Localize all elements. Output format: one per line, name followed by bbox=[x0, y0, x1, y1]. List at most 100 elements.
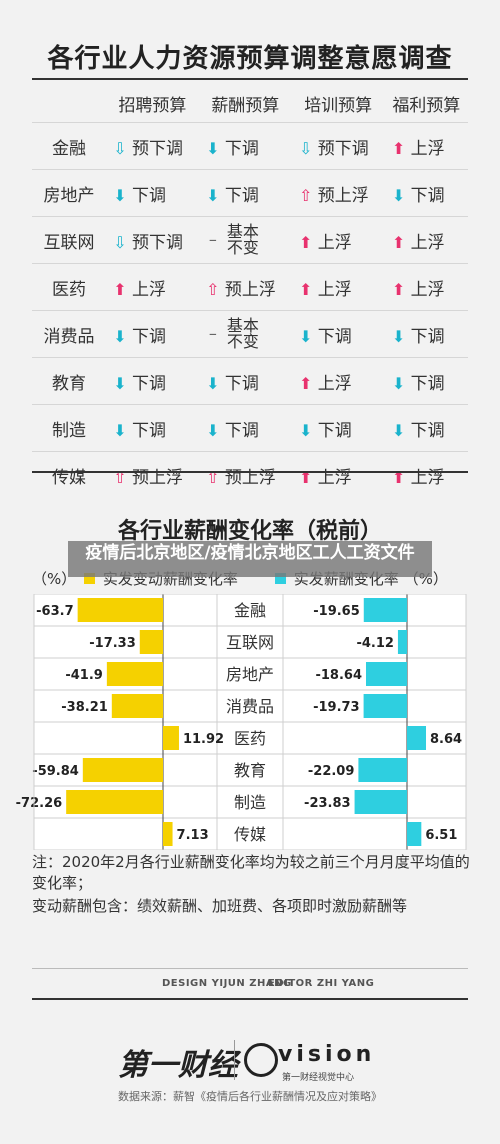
table-cell: ⬆ 上浮 bbox=[106, 263, 199, 311]
bar-right bbox=[397, 630, 407, 654]
table-cell: ⇧ 预上浮 bbox=[198, 451, 292, 498]
arrow-up-icon: ⬆ bbox=[391, 232, 406, 252]
vision-circle-icon bbox=[244, 1043, 278, 1077]
yicai-logo: 第一财经 bbox=[118, 1048, 238, 1083]
bar-left bbox=[66, 790, 163, 814]
dash-icon: – bbox=[208, 230, 217, 249]
bar-left-label: -41.9 bbox=[65, 668, 102, 683]
bar-left-label: -63.7 bbox=[36, 604, 73, 619]
header-recruit: 招聘预算 bbox=[118, 95, 187, 116]
arrow-down-icon: ⬇ bbox=[206, 373, 220, 393]
cell-text: 下调 bbox=[224, 138, 259, 159]
arrow-up-icon: ⬆ bbox=[299, 232, 313, 252]
cell-text: 下调 bbox=[132, 420, 166, 441]
credit-editor: EDITOR ZHI YANG bbox=[268, 978, 375, 989]
category-label: 互联网 bbox=[226, 633, 274, 652]
arrow-down-icon: ⬇ bbox=[391, 185, 406, 205]
bar-right bbox=[407, 726, 427, 750]
table-cell: ⬆ 上浮 bbox=[384, 451, 468, 498]
cell-text: 上浮 bbox=[317, 279, 352, 300]
bar-right-label: -18.64 bbox=[315, 668, 362, 683]
vision-logo: vision bbox=[278, 1042, 376, 1067]
table-cell: ⬆ 上浮 bbox=[384, 122, 468, 170]
bar-left bbox=[139, 630, 163, 654]
cell-text: 下调 bbox=[132, 373, 166, 394]
category-label: 传媒 bbox=[234, 825, 266, 844]
bar-right-label: -23.83 bbox=[304, 796, 351, 811]
cell-text: 下调 bbox=[410, 326, 445, 347]
cell-text: 下调 bbox=[410, 373, 445, 394]
logo-divider bbox=[234, 1040, 235, 1080]
table-cell: ⬇ 下调 bbox=[291, 310, 385, 358]
table-cell: ⬇ 下调 bbox=[384, 169, 468, 217]
category-label: 消费品 bbox=[226, 697, 274, 716]
category-label: 医药 bbox=[234, 729, 266, 748]
table-cell: ⬇ 下调 bbox=[384, 310, 468, 358]
survey-title: 各行业人力资源预算调整意愿调查 bbox=[47, 44, 453, 74]
data-source: 数据来源：薪智《疫情后各行业薪酬情况及应对策略》 bbox=[118, 1090, 382, 1103]
table-cell: ⬇ 下调 bbox=[198, 404, 292, 452]
table-cell: ⬆ 上浮 bbox=[291, 216, 385, 264]
bar-right-label: -22.09 bbox=[308, 764, 355, 779]
industry-label: 消费品 bbox=[32, 310, 106, 358]
bar-right-label: -4.12 bbox=[356, 636, 393, 651]
bar-left-label: -72.26 bbox=[16, 796, 63, 811]
table-cell: ⬆ 上浮 bbox=[384, 263, 468, 311]
arrow-down-icon: ⬇ bbox=[391, 373, 406, 393]
table-cell: ⇧ 预上浮 bbox=[106, 451, 199, 498]
table-cell: ⬇ 下调 bbox=[198, 122, 292, 170]
arrow-up-icon: ⬆ bbox=[113, 279, 127, 299]
table-cell: ⇩ 预下调 bbox=[291, 122, 385, 170]
chart-title: 各行业薪酬变化率（税前） bbox=[117, 519, 382, 544]
table-cell: ⬆ 上浮 bbox=[291, 263, 385, 311]
bar-right bbox=[354, 790, 407, 814]
cell-text: 上浮 bbox=[410, 138, 445, 159]
table-cell: ⬇ 下调 bbox=[106, 169, 199, 217]
arrow-down-outline-icon: ⇩ bbox=[113, 232, 127, 252]
credit-design: DESIGN YIJUN ZHANG bbox=[162, 978, 292, 989]
arrow-down-icon: ⬇ bbox=[113, 373, 127, 393]
bar-left-label: -38.21 bbox=[61, 700, 108, 715]
cell-text: 下调 bbox=[410, 420, 445, 441]
cell-text: 预下调 bbox=[132, 232, 183, 253]
table-cell: ⬇ 下调 bbox=[106, 357, 199, 405]
industry-label: 医药 bbox=[32, 263, 106, 311]
arrow-down-icon: ⬇ bbox=[113, 420, 127, 440]
table-cell: ⬆ 上浮 bbox=[384, 216, 468, 264]
bar-right bbox=[358, 758, 407, 782]
chart-frame bbox=[33, 594, 467, 850]
bar-left-label: 11.92 bbox=[183, 732, 224, 747]
table-cell: ⬇ 下调 bbox=[198, 169, 292, 217]
table-row: 医药 ⬆ 上浮 ⇧ 预上浮 ⬆ 上浮 ⬆ 上浮 bbox=[32, 263, 468, 311]
table-cell: ⇧ 预上浮 bbox=[198, 263, 292, 311]
bar-right bbox=[363, 694, 407, 718]
header-salary: 薪酬预算 bbox=[211, 95, 280, 116]
arrow-up-outline-icon: ⇧ bbox=[299, 185, 313, 205]
cell-text: 预上浮 bbox=[317, 185, 369, 206]
bar-right-label: 6.51 bbox=[425, 828, 457, 843]
arrow-down-icon: ⬇ bbox=[391, 326, 406, 346]
cell-text: 下调 bbox=[132, 185, 166, 206]
arrow-down-icon: ⬇ bbox=[206, 185, 220, 205]
header-training: 培训预算 bbox=[304, 95, 373, 116]
cell-text: 下调 bbox=[224, 373, 259, 394]
bar-chart: -63.7 -19.65 金融 -17.33 -4.12 互联网 -41.9 -18.64 房地… bbox=[16, 594, 467, 850]
cell-text: 预下调 bbox=[132, 138, 183, 159]
category-label: 教育 bbox=[234, 761, 266, 780]
bar-right bbox=[363, 598, 407, 622]
table-cell: ⇩ 预下调 bbox=[106, 122, 199, 170]
vision-sub: 第一财经视觉中心 bbox=[282, 1073, 355, 1083]
table-cell: ⬇ 下调 bbox=[106, 310, 199, 358]
bar-left bbox=[163, 726, 179, 750]
table-row: 教育 ⬇ 下调 ⬇ 下调 ⬆ 上浮 ⬇ 下调 bbox=[32, 357, 468, 405]
bar-right bbox=[407, 822, 422, 846]
bar-right bbox=[365, 662, 407, 686]
note-1: 注：2020年2月各行业薪酬变化率均为较之前三个月月度平均值的变化率； bbox=[32, 853, 470, 892]
arrow-up-icon: ⬆ bbox=[299, 373, 313, 393]
table-cell: – 基本 不变 bbox=[198, 310, 292, 358]
cell-text: 下调 bbox=[224, 420, 259, 441]
cell-text: 基本 不变 bbox=[226, 222, 259, 257]
bar-left-label: 7.13 bbox=[177, 828, 209, 843]
table-row: 传媒 ⇧ 预上浮 ⇧ 预上浮 ⬆ 上浮 ⬆ 上浮 bbox=[32, 451, 468, 498]
cell-text: 下调 bbox=[410, 185, 445, 206]
